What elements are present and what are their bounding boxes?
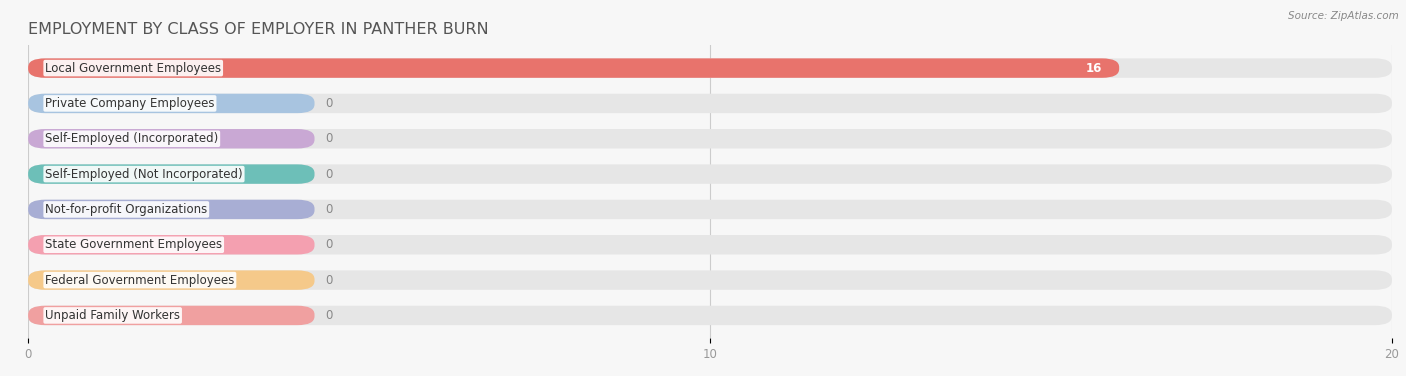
FancyBboxPatch shape — [28, 164, 315, 184]
FancyBboxPatch shape — [28, 164, 1392, 184]
Text: Self-Employed (Incorporated): Self-Employed (Incorporated) — [45, 132, 218, 145]
FancyBboxPatch shape — [28, 270, 1392, 290]
Text: Source: ZipAtlas.com: Source: ZipAtlas.com — [1288, 11, 1399, 21]
Text: Self-Employed (Not Incorporated): Self-Employed (Not Incorporated) — [45, 168, 243, 180]
Text: EMPLOYMENT BY CLASS OF EMPLOYER IN PANTHER BURN: EMPLOYMENT BY CLASS OF EMPLOYER IN PANTH… — [28, 22, 489, 37]
FancyBboxPatch shape — [28, 94, 1392, 113]
FancyBboxPatch shape — [28, 270, 315, 290]
Text: 0: 0 — [325, 203, 332, 216]
Text: 0: 0 — [325, 274, 332, 287]
FancyBboxPatch shape — [28, 94, 315, 113]
Text: Federal Government Employees: Federal Government Employees — [45, 274, 235, 287]
Text: 0: 0 — [325, 132, 332, 145]
Text: Local Government Employees: Local Government Employees — [45, 62, 221, 74]
FancyBboxPatch shape — [28, 235, 1392, 255]
FancyBboxPatch shape — [28, 58, 1392, 78]
Text: State Government Employees: State Government Employees — [45, 238, 222, 251]
Text: 0: 0 — [325, 309, 332, 322]
FancyBboxPatch shape — [28, 129, 315, 149]
Text: 0: 0 — [325, 238, 332, 251]
FancyBboxPatch shape — [28, 200, 315, 219]
Text: Unpaid Family Workers: Unpaid Family Workers — [45, 309, 180, 322]
FancyBboxPatch shape — [28, 129, 1392, 149]
FancyBboxPatch shape — [28, 306, 1392, 325]
FancyBboxPatch shape — [28, 200, 1392, 219]
Text: 16: 16 — [1085, 62, 1102, 74]
FancyBboxPatch shape — [28, 306, 315, 325]
Text: 0: 0 — [325, 168, 332, 180]
Text: Not-for-profit Organizations: Not-for-profit Organizations — [45, 203, 208, 216]
FancyBboxPatch shape — [28, 58, 1119, 78]
Text: 0: 0 — [325, 97, 332, 110]
Text: Private Company Employees: Private Company Employees — [45, 97, 215, 110]
FancyBboxPatch shape — [28, 235, 315, 255]
